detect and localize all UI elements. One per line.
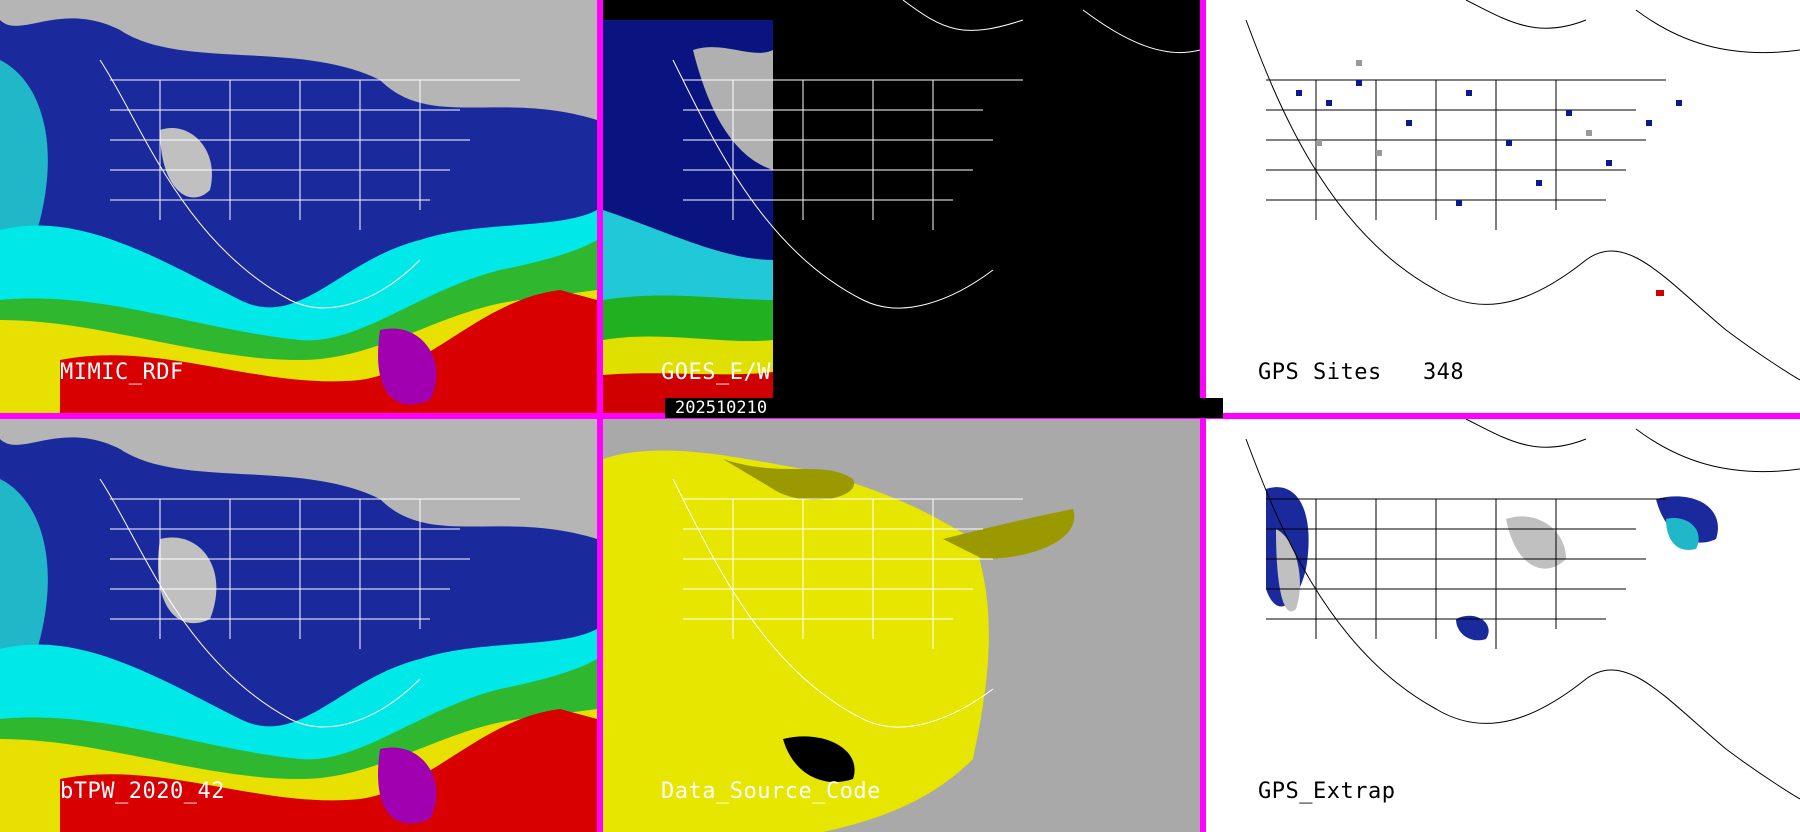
- tpw-map-mimic: [0, 0, 597, 413]
- data-source-map: [603, 419, 1200, 832]
- panel-mimic-rdf: MIMIC_RDF: [0, 0, 597, 413]
- panel-label: GOES_E/W: [661, 360, 771, 385]
- gps-extrap-map: [1206, 419, 1800, 832]
- panel-goes: GOES_E/W: [603, 0, 1200, 413]
- panel-label: MIMIC_RDF: [60, 360, 184, 385]
- panel-data-source-code: Data_Source_Code: [603, 419, 1200, 832]
- tpw-map-goes: [603, 0, 1200, 413]
- panel-gps-extrap: GPS_Extrap: [1206, 419, 1800, 832]
- tpw-map-btpw: [0, 419, 597, 832]
- panel-label: GPS Sites 348: [1258, 360, 1465, 385]
- panel-label: Data_Source_Code: [661, 779, 881, 804]
- panel-gps-sites: GPS Sites 348: [1206, 0, 1800, 413]
- panel-label: GPS_Extrap: [1258, 779, 1396, 804]
- panel-btpw: bTPW_2020_42: [0, 419, 597, 832]
- panel-label: bTPW_2020_42: [60, 779, 225, 804]
- gps-sites-map: [1206, 0, 1800, 413]
- timestamp-bar: 202510210: [665, 398, 1223, 418]
